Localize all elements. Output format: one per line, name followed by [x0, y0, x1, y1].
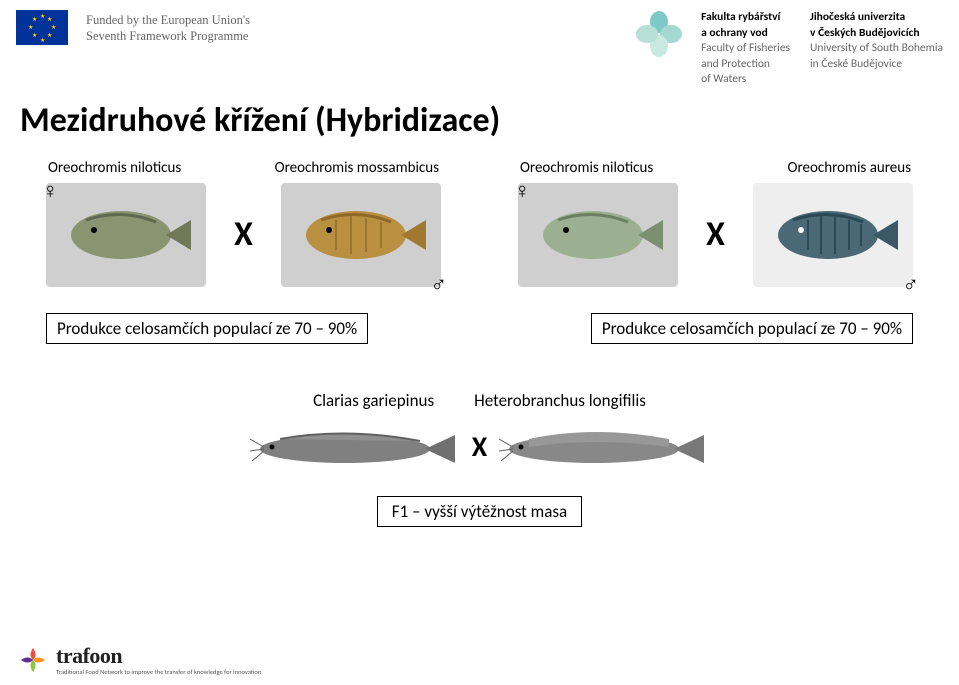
cross2-right-label: Oreochromis aureus [788, 159, 911, 177]
tilapia-crosses-row: Oreochromis niloticus Oreochromis mossam… [0, 159, 959, 289]
male-icon: ♂ [430, 270, 447, 297]
trafoon-brand: trafoon [56, 645, 261, 667]
catfish-image [499, 417, 709, 477]
footer: trafoon Traditional Food Network to impr… [18, 645, 261, 676]
result-row: Produkce celosamčích populací ze 70 – 90… [0, 289, 959, 344]
cross1-result: Produkce celosamčích populací ze 70 – 90… [46, 313, 368, 344]
catfish-cross: Clarias gariepinus Heterobranchus longif… [0, 390, 959, 527]
trafoon-tagline: Traditional Food Network to improve the … [56, 669, 261, 676]
cross-x: X [706, 214, 725, 255]
male-icon: ♂ [902, 270, 919, 297]
trafoon-logo-icon [18, 645, 48, 675]
faculty-cz: Fakulta rybářství a ochrany vod [701, 10, 790, 41]
uni-cz: Jihočeská univerzita v Českých Budějovic… [810, 10, 943, 41]
fish-image: ♂ [281, 183, 441, 287]
cross2-result: Produkce celosamčích populací ze 70 – 90… [591, 313, 913, 344]
cross3-right-label: Heterobranchus longifilis [474, 390, 646, 411]
cross-x: X [234, 214, 253, 255]
fish-image: ♂ [753, 183, 913, 287]
cross-2: Oreochromis niloticus Oreochromis aureus… [518, 159, 913, 289]
cross1-left-label: Oreochromis niloticus [48, 159, 181, 177]
cross-x: X [472, 429, 487, 464]
page-title: Mezidruhové křížení (Hybridizace) [0, 92, 959, 159]
eu-funding-text: Funded by the European Union's Seventh F… [86, 12, 517, 45]
female-icon: ♀ [514, 177, 531, 204]
eu-flag-icon: ★ ★ ★ ★ ★ ★ ★ ★ [16, 10, 68, 45]
faculty-en: Faculty of Fisheries and Protection of W… [701, 41, 790, 88]
university-text: Fakulta rybářství a ochrany vod Faculty … [701, 10, 943, 88]
cross3-left-label: Clarias gariepinus [313, 390, 434, 411]
cross-1: Oreochromis niloticus Oreochromis mossam… [46, 159, 441, 289]
female-icon: ♀ [42, 177, 59, 204]
cross3-result: F1 – vyšší výtěžnost masa [377, 496, 582, 527]
flower-logo-icon [635, 10, 683, 58]
uni-en: University of South Bohemia in České Bud… [810, 41, 943, 72]
fish-image: ♀ [518, 183, 678, 287]
header: ★ ★ ★ ★ ★ ★ ★ ★ Funded by the European U… [0, 0, 959, 92]
fish-image: ♀ [46, 183, 206, 287]
cross1-right-label: Oreochromis mossambicus [275, 159, 439, 177]
catfish-image [250, 417, 460, 477]
cross2-left-label: Oreochromis niloticus [520, 159, 653, 177]
